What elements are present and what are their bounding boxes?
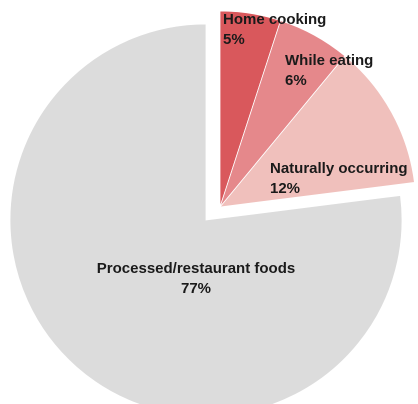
slice-label-home-cooking: Home cooking 5% (223, 11, 326, 48)
pie-slice-naturally-occurring (219, 55, 415, 208)
pie-slice-processed-restaurant-foods (9, 23, 403, 404)
slice-percent: 12% (270, 180, 300, 197)
slice-label-processed-restaurant-foods: Processed/restaurant foods 77% (97, 260, 295, 297)
slice-percent: 5% (223, 31, 245, 48)
slice-name: Home cooking (223, 11, 326, 28)
slice-percent: 6% (285, 72, 307, 89)
slice-label-naturally-occurring: Naturally occurring 12% (270, 160, 408, 197)
slice-name: Processed/restaurant foods (97, 260, 295, 277)
slice-label-while-eating: While eating 6% (285, 52, 373, 89)
slice-name: Naturally occurring (270, 160, 408, 177)
slice-name: While eating (285, 52, 373, 69)
slice-percent: 77% (181, 280, 211, 297)
pie-slices (9, 10, 415, 404)
